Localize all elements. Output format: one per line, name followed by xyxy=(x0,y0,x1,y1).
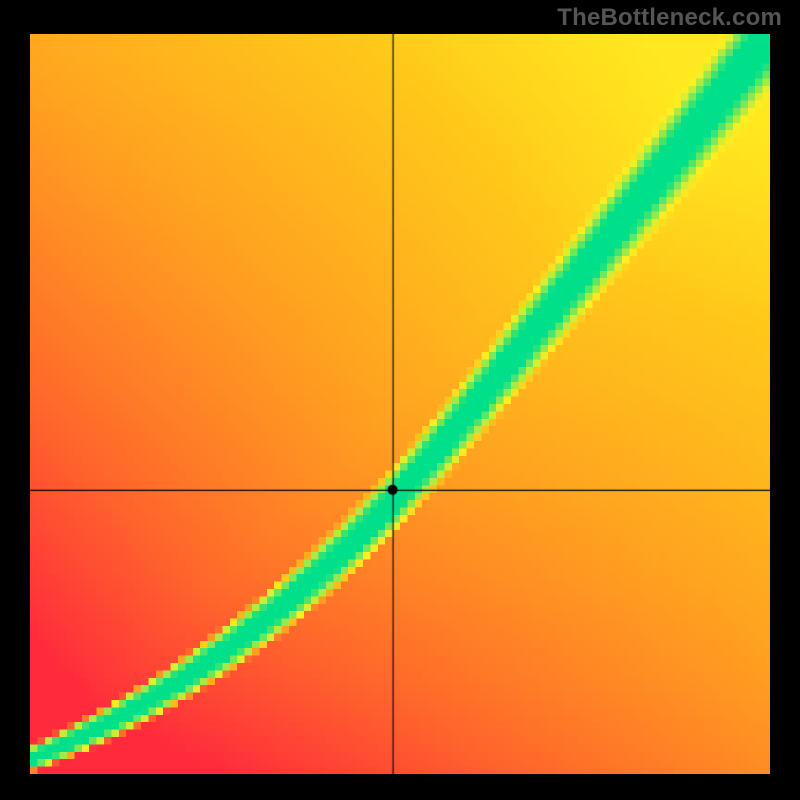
chart-container: TheBottleneck.com xyxy=(0,0,800,800)
watermark-text: TheBottleneck.com xyxy=(557,4,782,32)
heatmap-canvas xyxy=(30,34,770,774)
